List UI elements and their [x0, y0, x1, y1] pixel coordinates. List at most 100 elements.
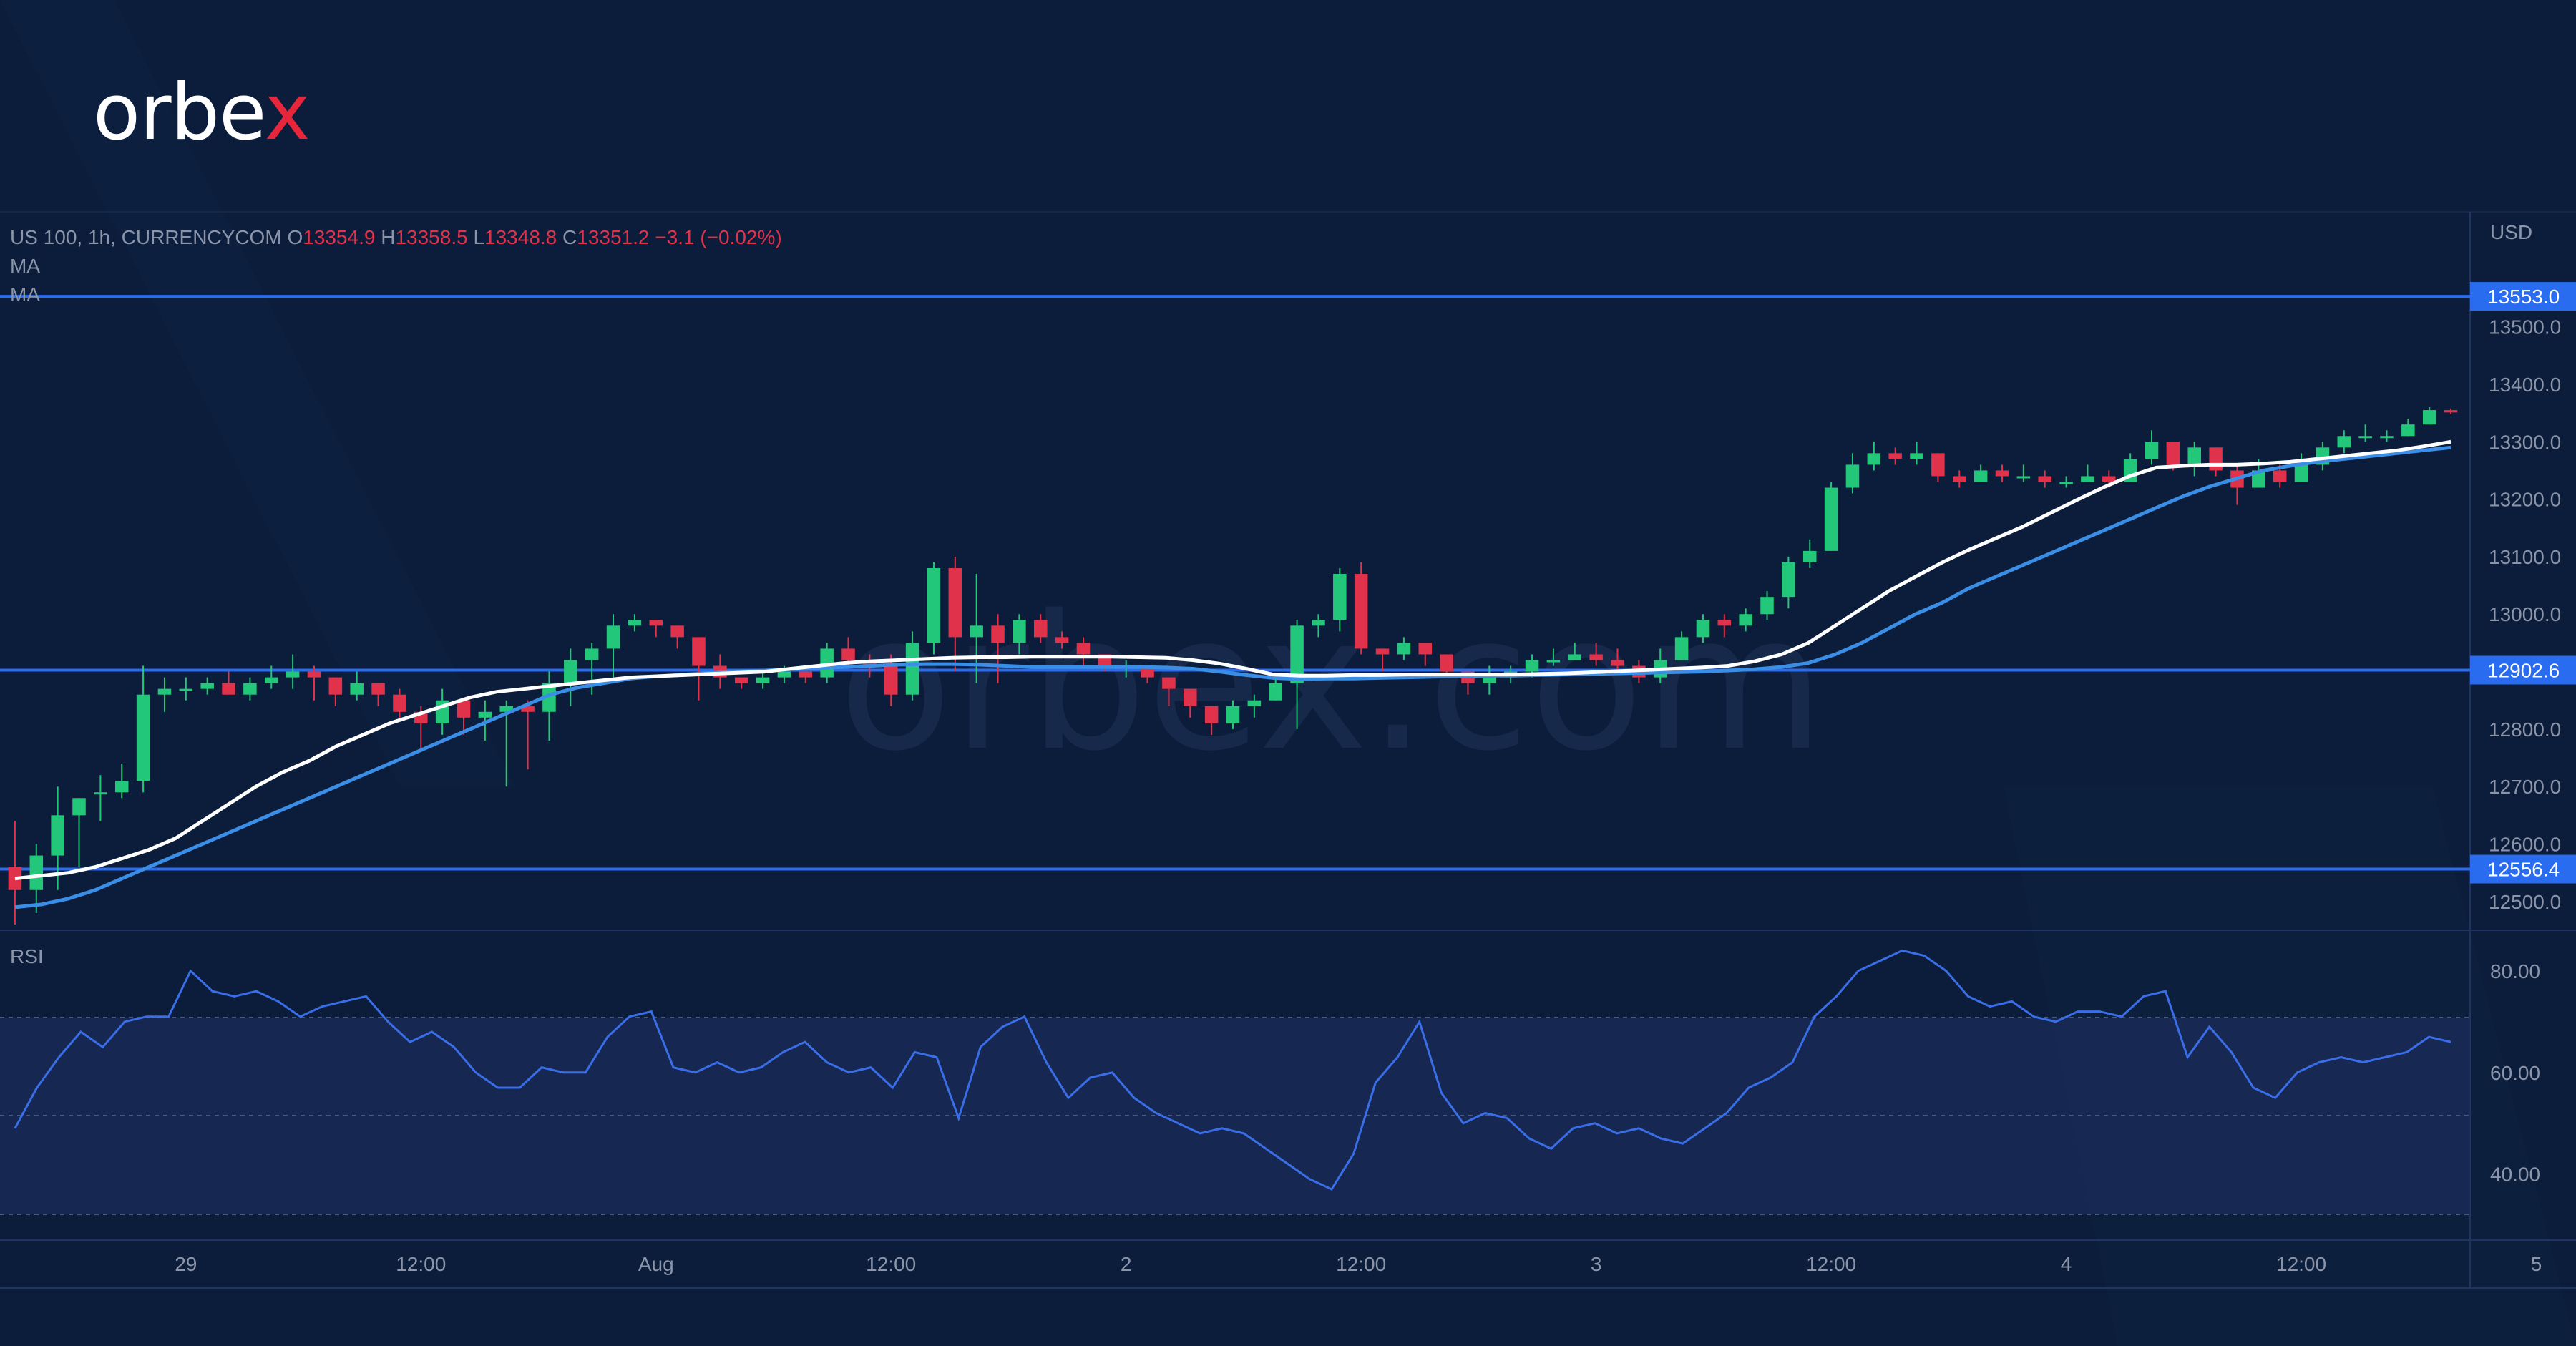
time-tick-label: 12:00	[2276, 1253, 2326, 1275]
candle	[564, 648, 577, 706]
candle-body	[756, 677, 770, 683]
candle	[1483, 665, 1496, 695]
candle	[1953, 470, 1966, 488]
support-resistance-levels	[0, 295, 2470, 871]
candle	[1162, 677, 1176, 706]
candle-body	[265, 677, 278, 683]
candle	[1546, 648, 1561, 666]
candle	[820, 643, 834, 683]
time-tick-label: 12:00	[1806, 1253, 1856, 1275]
candle	[2081, 464, 2094, 482]
candle	[1013, 614, 1026, 655]
candle	[692, 637, 706, 701]
candle-body	[649, 620, 663, 626]
candle	[2145, 430, 2159, 465]
candle-body	[307, 671, 321, 678]
rsi-tick-label: 80.00	[2490, 960, 2540, 982]
candle	[1418, 643, 1433, 666]
rsi-band	[0, 1018, 2470, 1214]
candle	[1760, 591, 1774, 620]
candle-body	[2081, 476, 2094, 482]
candle	[157, 677, 172, 712]
candle-body	[799, 671, 813, 678]
candle-body	[2102, 476, 2116, 482]
candle-body	[927, 567, 941, 643]
candle-body	[29, 855, 44, 890]
candle-body	[692, 637, 706, 666]
candle	[1397, 637, 1411, 660]
candle-body	[2422, 410, 2436, 425]
candle-body	[1397, 643, 1411, 655]
candle-body	[1204, 706, 1219, 723]
candle-body	[542, 683, 556, 712]
level-tag	[2470, 854, 2576, 884]
candle-body	[606, 625, 620, 649]
candle-body	[1312, 620, 1325, 626]
candle-body	[94, 792, 107, 795]
candle	[1033, 614, 1048, 643]
candle-body	[478, 711, 492, 718]
candle	[286, 654, 300, 689]
candle	[222, 671, 235, 695]
candle-body	[2145, 442, 2159, 459]
candle	[1739, 608, 1752, 632]
candle	[884, 654, 898, 706]
candle	[2337, 430, 2351, 454]
candle	[606, 614, 620, 678]
candle-body	[1546, 660, 1561, 663]
brand-logo: orbex	[93, 68, 311, 157]
candle	[457, 700, 471, 735]
candle	[72, 798, 86, 867]
time-tick-label: Aug	[638, 1253, 674, 1275]
candle-body	[2358, 436, 2372, 439]
candle	[1611, 648, 1624, 672]
candle-body	[820, 648, 834, 678]
candle-body	[179, 688, 193, 691]
brand-accent: x	[264, 68, 311, 157]
candle-body	[2444, 410, 2458, 413]
candle-body	[1440, 654, 1453, 672]
rsi-tick-label: 40.00	[2490, 1164, 2540, 1186]
candle	[8, 821, 22, 925]
candle-body	[670, 625, 684, 638]
candle	[1226, 700, 1240, 729]
candle-body	[350, 683, 364, 695]
time-tick-label: 5	[2531, 1253, 2542, 1275]
candle	[1269, 677, 1282, 701]
candle-body	[1845, 464, 1860, 488]
candle	[1696, 614, 1710, 643]
candle-body	[970, 625, 983, 638]
candle-body	[991, 625, 1005, 643]
price-tick-label: 12500.0	[2489, 891, 2561, 913]
candle-body	[499, 706, 513, 712]
price-axis-ticks: 12500.0 12600.0 12700.0 12800.0 13000.0 13100…	[2489, 316, 2561, 913]
candle	[1184, 688, 1197, 718]
price-tick-label: 12700.0	[2489, 776, 2561, 798]
candle-body	[393, 694, 406, 712]
legend-close-value: 13351.2	[577, 226, 650, 248]
legend-low-label: L	[473, 226, 485, 248]
rsi-tick-label: 60.00	[2490, 1062, 2540, 1084]
candle-body	[51, 815, 64, 856]
candle-body	[777, 671, 791, 678]
price-tick-label: 13000.0	[2489, 603, 2561, 625]
candle	[628, 614, 642, 632]
level-price-tags: 13553.0 12902.6 12556.4	[2470, 282, 2576, 884]
candle	[136, 665, 150, 793]
candle-body	[2166, 442, 2180, 465]
candle-body	[1910, 453, 1923, 459]
candle-body	[1269, 683, 1282, 701]
level-tag-label: 12556.4	[2487, 859, 2560, 881]
rsi-line	[14, 949, 2451, 1191]
candle	[2038, 470, 2051, 488]
candle-body	[1418, 643, 1433, 655]
candle	[1354, 562, 1368, 655]
candle	[1995, 464, 2009, 482]
candle-body	[1184, 688, 1197, 706]
candle-body	[222, 683, 235, 695]
candle-body	[1162, 677, 1176, 689]
level-tag	[2470, 655, 2576, 685]
candle-body	[1867, 453, 1881, 465]
moving-average-slow	[14, 445, 2451, 909]
